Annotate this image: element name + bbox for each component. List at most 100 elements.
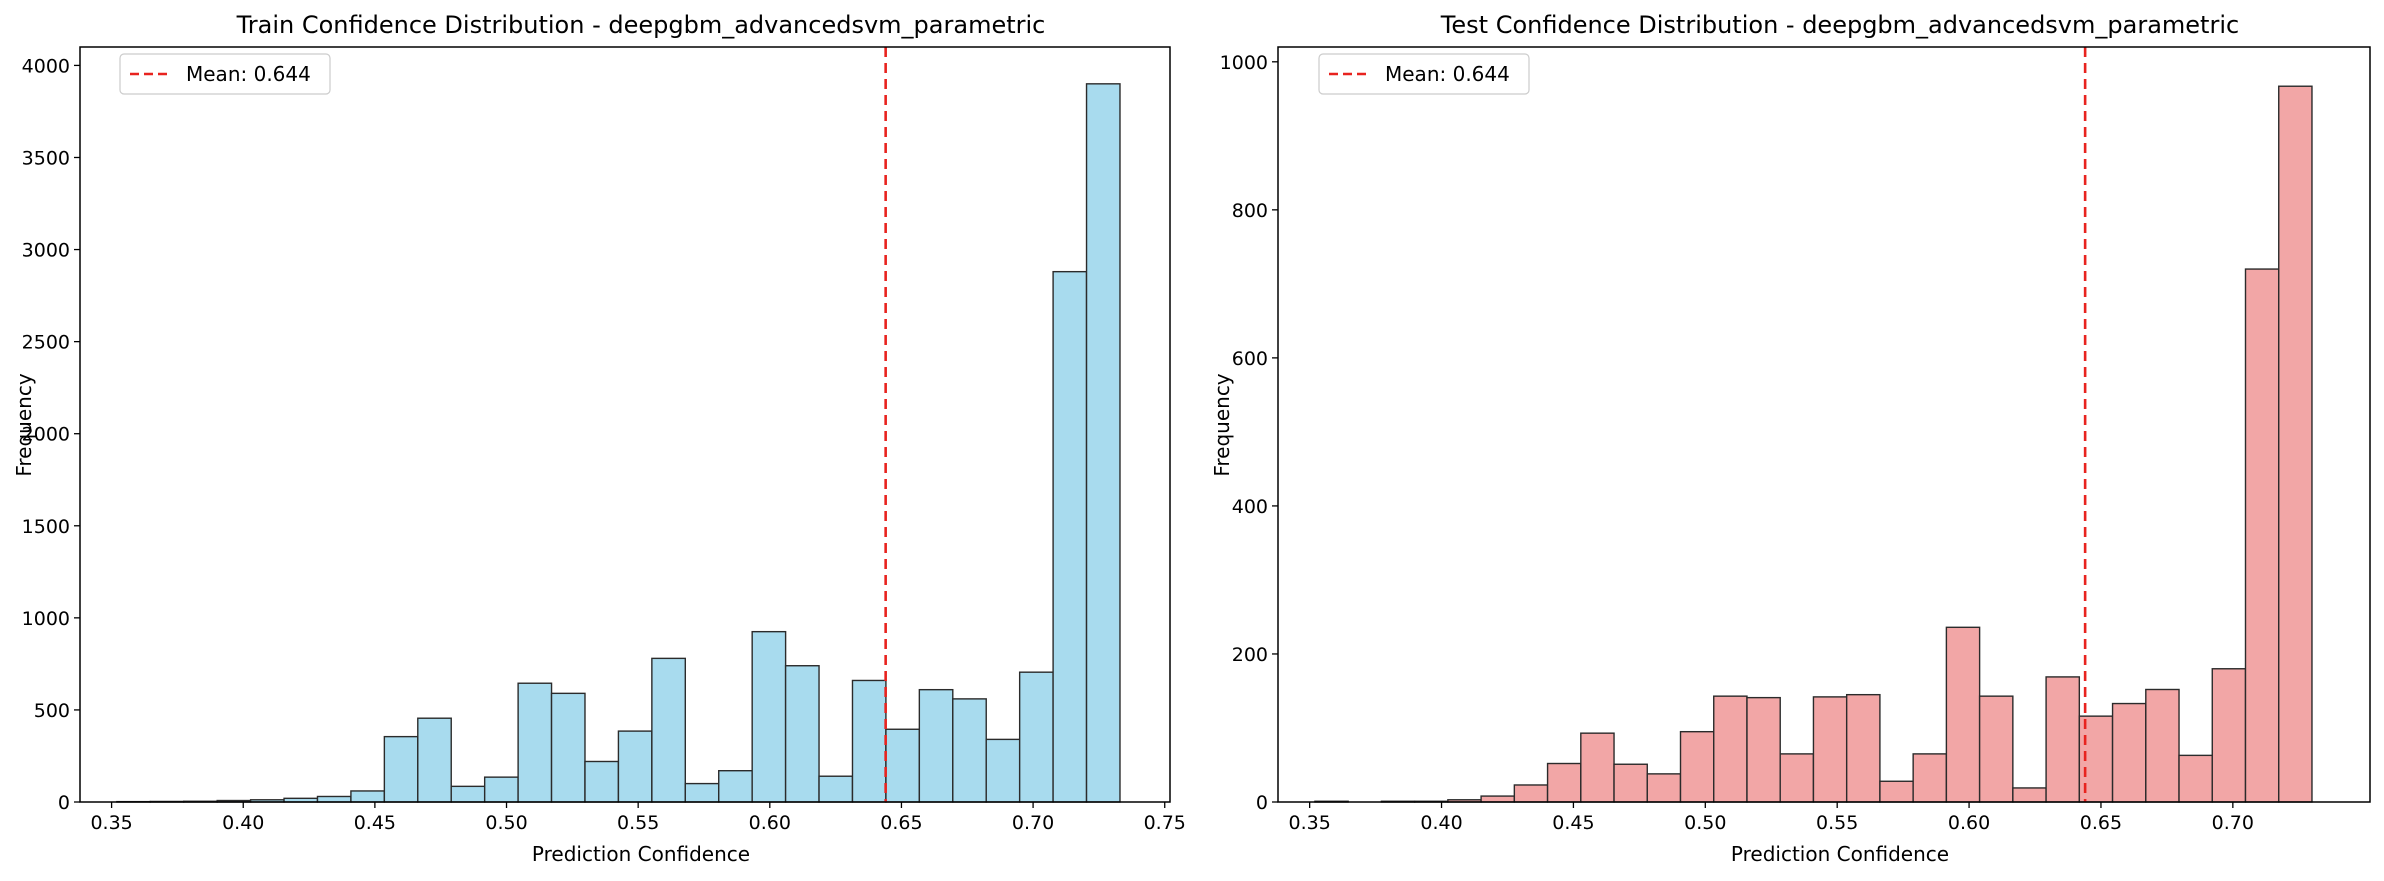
histogram-bar <box>1580 732 1615 803</box>
y-axis: 0 200 400 600 800 1000 <box>1220 52 1278 814</box>
x-tick-label: 0.40 <box>1420 812 1462 834</box>
chart-title: Test Confidence Distribution - deepgbm_a… <box>1440 11 2239 39</box>
histogram-bar <box>1546 762 1582 803</box>
histogram-bar <box>784 665 820 803</box>
histogram-bar <box>1085 83 1121 803</box>
legend-box <box>119 53 331 95</box>
x-tick-label: 0.60 <box>749 812 791 834</box>
x-tick-label: 0.55 <box>617 812 659 834</box>
histogram-bar <box>1018 671 1054 803</box>
histogram-bar <box>2111 702 2147 803</box>
histogram-bar <box>2278 85 2313 803</box>
y-tick-label: 2000 <box>22 424 70 446</box>
x-axis: 0.35 0.40 0.45 0.50 0.55 0.60 0.65 0.70 <box>1288 802 2254 834</box>
histogram-bar <box>483 776 519 803</box>
histogram-bar <box>1713 695 1748 803</box>
histogram-bar <box>985 738 1021 803</box>
y-axis-label: Frequency <box>12 373 36 476</box>
histogram-bar <box>952 698 987 803</box>
histogram-bar <box>316 795 352 803</box>
bars <box>116 83 1121 803</box>
histogram-bar <box>1052 270 1088 803</box>
histogram-bar <box>1812 696 1848 803</box>
x-tick-label: 0.35 <box>1288 812 1330 834</box>
histogram-bar <box>885 728 921 803</box>
legend: Mean: 0.644 <box>1318 53 1530 95</box>
y-tick-label: 500 <box>34 700 70 722</box>
y-tick-label: 600 <box>1232 348 1268 370</box>
x-tick-label: 0.50 <box>485 812 527 834</box>
histogram-bar <box>1779 753 1815 803</box>
histogram-bar <box>417 717 452 803</box>
histogram-bar <box>684 782 720 803</box>
histogram-bar <box>1978 695 2014 803</box>
histogram-bar <box>2178 754 2213 803</box>
x-axis-label: Prediction Confidence <box>532 842 750 866</box>
x-tick-label: 0.75 <box>1144 812 1186 834</box>
y-tick-label: 1000 <box>22 608 70 630</box>
x-tick-label: 0.55 <box>1816 812 1858 834</box>
x-tick-label: 0.60 <box>1948 812 1990 834</box>
histogram-bar <box>584 760 620 803</box>
histogram-bar <box>751 630 787 803</box>
train-chart: Train Confidence Distribution - deepgbm_… <box>12 11 1186 866</box>
x-tick-label: 0.40 <box>222 812 264 834</box>
legend-label: Mean: 0.644 <box>1385 62 1510 86</box>
chart-title: Train Confidence Distribution - deepgbm_… <box>236 11 1046 39</box>
histogram-bar <box>2211 668 2247 803</box>
x-tick-label: 0.70 <box>1012 812 1054 834</box>
histogram-bar <box>550 692 586 803</box>
y-tick-label: 0 <box>58 792 70 814</box>
x-axis: 0.35 0.40 0.45 0.50 0.55 0.60 0.65 0.70 0.75 <box>90 802 1186 834</box>
histogram-bar <box>450 785 486 803</box>
histogram-bar <box>2012 787 2047 803</box>
legend: Mean: 0.644 <box>119 53 331 95</box>
histogram-bar <box>918 688 954 803</box>
y-axis: 0 500 1000 1500 2000 2500 3000 3500 4000 <box>22 55 80 814</box>
y-tick-label: 3500 <box>22 147 70 169</box>
y-tick-label: 3000 <box>22 240 70 262</box>
y-tick-label: 200 <box>1232 644 1268 666</box>
histogram-bar <box>1513 784 1549 803</box>
y-tick-label: 1500 <box>22 516 70 538</box>
histogram-bar <box>517 682 553 803</box>
histogram-bar <box>818 775 854 803</box>
histogram-bar <box>2045 676 2081 803</box>
y-tick-label: 400 <box>1232 496 1268 518</box>
histogram-bar <box>1646 773 1682 803</box>
legend-label: Mean: 0.644 <box>186 62 311 86</box>
histogram-bar <box>617 730 653 803</box>
x-axis-label: Prediction Confidence <box>1731 842 1949 866</box>
plot-frame <box>1277 46 2371 803</box>
histogram-bar <box>1945 626 1981 803</box>
histogram-bar <box>1746 696 1781 803</box>
histogram-bar <box>2244 268 2280 803</box>
x-tick-label: 0.45 <box>354 812 396 834</box>
x-tick-label: 0.45 <box>1552 812 1594 834</box>
y-tick-label: 4000 <box>22 55 70 77</box>
y-axis-label: Frequency <box>1210 373 1234 476</box>
test-chart: Test Confidence Distribution - deepgbm_a… <box>1210 11 2371 866</box>
histogram-bar <box>350 790 386 803</box>
y-tick-label: 1000 <box>1220 52 1268 74</box>
histogram-bar <box>1480 795 1516 803</box>
x-tick-label: 0.35 <box>90 812 132 834</box>
histogram-bar <box>383 735 419 803</box>
histogram-bar <box>2145 688 2180 803</box>
legend-box <box>1318 53 1530 95</box>
histogram-bar <box>651 657 686 803</box>
x-tick-label: 0.70 <box>2212 812 2254 834</box>
plot-frame <box>79 46 1171 803</box>
x-tick-label: 0.65 <box>2080 812 2122 834</box>
histogram-bar <box>1912 753 1948 803</box>
histogram-bar <box>1613 763 1648 803</box>
x-tick-label: 0.50 <box>1684 812 1726 834</box>
histogram-bar <box>1679 730 1715 803</box>
histogram-bar <box>718 770 753 803</box>
histogram-bar <box>851 679 887 803</box>
histogram-bar <box>1845 693 1881 803</box>
y-tick-label: 0 <box>1256 792 1268 814</box>
x-tick-label: 0.65 <box>880 812 922 834</box>
y-tick-label: 800 <box>1232 200 1268 222</box>
